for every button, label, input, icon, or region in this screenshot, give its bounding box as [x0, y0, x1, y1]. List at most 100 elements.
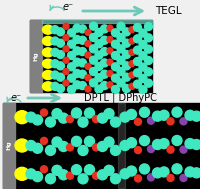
Circle shape: [97, 113, 107, 123]
Circle shape: [40, 109, 47, 116]
Circle shape: [128, 61, 134, 67]
Circle shape: [110, 117, 120, 127]
Circle shape: [179, 118, 186, 125]
Ellipse shape: [15, 111, 29, 124]
Circle shape: [71, 136, 81, 146]
Circle shape: [158, 167, 168, 177]
Circle shape: [133, 23, 141, 32]
Circle shape: [45, 117, 55, 127]
Text: Hg: Hg: [6, 141, 11, 150]
Circle shape: [58, 113, 68, 123]
Circle shape: [138, 40, 146, 48]
Circle shape: [116, 34, 124, 42]
Circle shape: [89, 33, 97, 42]
Circle shape: [32, 115, 42, 125]
Circle shape: [133, 35, 141, 43]
Bar: [30, 20, 151, 92]
Circle shape: [122, 50, 130, 59]
Circle shape: [147, 174, 154, 181]
Circle shape: [67, 63, 75, 71]
Text: e⁻: e⁻: [62, 2, 73, 12]
Ellipse shape: [42, 36, 53, 46]
Circle shape: [138, 29, 146, 37]
Circle shape: [128, 49, 134, 55]
Circle shape: [95, 62, 102, 70]
Circle shape: [67, 85, 75, 94]
Circle shape: [63, 57, 69, 63]
Circle shape: [95, 74, 102, 82]
Circle shape: [67, 40, 75, 48]
Circle shape: [85, 86, 91, 92]
Circle shape: [138, 86, 146, 94]
Circle shape: [92, 116, 99, 123]
Circle shape: [89, 45, 97, 53]
Ellipse shape: [42, 59, 53, 68]
Circle shape: [51, 71, 59, 79]
Circle shape: [106, 25, 112, 31]
Circle shape: [100, 70, 108, 78]
Circle shape: [84, 165, 94, 175]
Circle shape: [106, 48, 112, 54]
Circle shape: [152, 139, 162, 149]
Circle shape: [184, 139, 194, 149]
Text: Hg: Hg: [33, 51, 38, 61]
Circle shape: [40, 137, 47, 144]
Circle shape: [89, 67, 97, 75]
Circle shape: [56, 28, 64, 36]
Circle shape: [191, 139, 200, 149]
Circle shape: [139, 164, 149, 174]
Circle shape: [66, 116, 73, 123]
Circle shape: [67, 74, 75, 82]
Circle shape: [100, 48, 108, 56]
Circle shape: [58, 170, 68, 180]
Circle shape: [73, 70, 81, 77]
Circle shape: [78, 48, 86, 56]
Circle shape: [111, 74, 119, 82]
Circle shape: [85, 52, 91, 58]
Circle shape: [179, 174, 186, 181]
Circle shape: [92, 172, 99, 179]
Circle shape: [116, 68, 124, 76]
Circle shape: [52, 137, 62, 147]
Circle shape: [191, 111, 200, 121]
Circle shape: [26, 112, 36, 122]
Bar: [3, 103, 199, 188]
Circle shape: [78, 59, 86, 67]
Circle shape: [71, 108, 81, 118]
Circle shape: [139, 107, 149, 117]
Circle shape: [122, 62, 130, 70]
Circle shape: [184, 110, 194, 120]
Circle shape: [128, 72, 134, 78]
Circle shape: [95, 40, 102, 48]
Circle shape: [63, 80, 69, 86]
Circle shape: [147, 146, 154, 153]
Circle shape: [78, 70, 86, 78]
Circle shape: [56, 50, 64, 59]
Circle shape: [45, 174, 55, 184]
Text: DPTL | DPhyPC: DPTL | DPhyPC: [83, 93, 156, 103]
Circle shape: [158, 110, 168, 120]
Circle shape: [73, 36, 81, 43]
Circle shape: [138, 74, 146, 82]
Circle shape: [122, 39, 130, 47]
Circle shape: [128, 38, 134, 44]
Circle shape: [52, 109, 62, 119]
Circle shape: [158, 139, 168, 149]
Circle shape: [73, 24, 81, 32]
Circle shape: [71, 165, 81, 175]
Circle shape: [89, 22, 97, 30]
Circle shape: [63, 23, 69, 29]
Circle shape: [147, 117, 154, 124]
Circle shape: [51, 26, 59, 34]
Bar: [3, 103, 15, 188]
Circle shape: [51, 60, 59, 68]
Circle shape: [103, 109, 113, 119]
Circle shape: [40, 166, 47, 173]
Circle shape: [184, 167, 194, 177]
Circle shape: [171, 107, 181, 117]
Circle shape: [45, 145, 55, 155]
Circle shape: [78, 25, 86, 33]
Circle shape: [78, 146, 88, 156]
Circle shape: [51, 48, 59, 56]
Circle shape: [85, 41, 91, 47]
